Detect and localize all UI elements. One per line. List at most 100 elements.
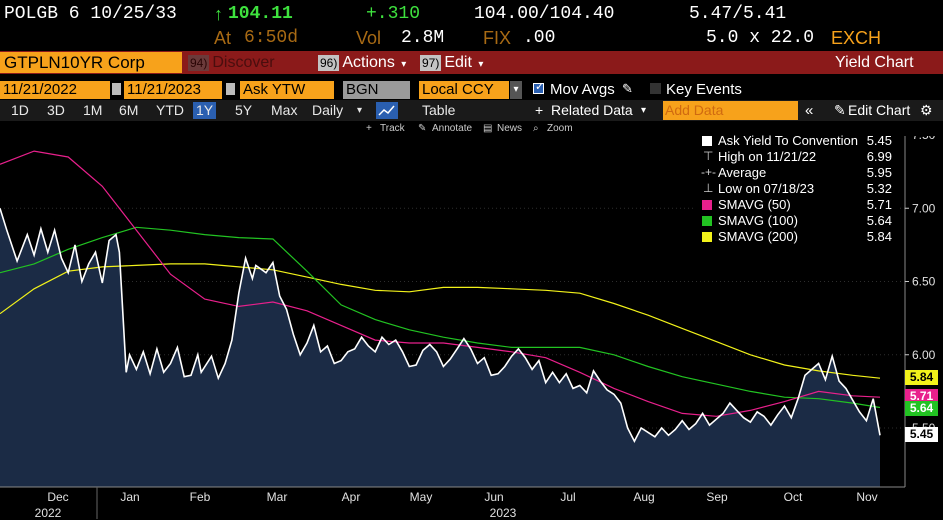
- x-tick-label: Feb: [190, 490, 211, 504]
- table-button[interactable]: Table: [422, 102, 456, 118]
- pencil-icon[interactable]: ✎: [622, 81, 633, 96]
- legend-square-icon: [702, 216, 712, 226]
- legend-value: 5.84: [866, 229, 892, 244]
- legend-value: 5.64: [866, 213, 892, 228]
- range-ytd[interactable]: YTD: [156, 102, 184, 118]
- x-tick-label: Jun: [484, 490, 503, 504]
- quote-time: 6:50d: [244, 28, 299, 48]
- series-line-smavg-100-: [0, 226, 881, 409]
- bid-ask-yield: 5.47/5.41: [689, 4, 787, 24]
- edit-menu-number: 97): [420, 55, 442, 71]
- actions-caret-icon: ▾: [401, 59, 407, 70]
- start-calendar-icon[interactable]: [112, 83, 121, 95]
- discover-menu-label: Discover: [212, 54, 275, 71]
- annotate-pencil-icon: ✎: [418, 123, 427, 134]
- related-caret-icon: ▾: [641, 105, 647, 116]
- legend-value: 5.95: [866, 165, 892, 180]
- volume-value: 2.8M: [401, 28, 445, 48]
- x-tick-label: Apr: [342, 490, 361, 504]
- track-tool[interactable]: Track: [380, 123, 405, 134]
- key-events-checkbox[interactable]: [650, 83, 661, 94]
- legend-name: Average: [718, 165, 767, 180]
- y-tick-label: 6.00: [912, 348, 936, 362]
- add-data-input[interactable]: Add Data: [663, 101, 798, 120]
- actions-menu[interactable]: 96) Actions ▾: [318, 52, 406, 73]
- related-data-button[interactable]: Related Data: [551, 102, 633, 118]
- ticker-label: POLGB 6 10/25/33: [4, 4, 177, 24]
- at-label: At: [214, 28, 232, 48]
- price-up-arrow-icon: ↑: [214, 4, 223, 24]
- quote-bar: POLGB 6 10/25/33 ↑ 104.11 +.310 104.00/1…: [0, 0, 943, 28]
- collapse-icon[interactable]: «: [805, 102, 814, 119]
- news-icon: ▤: [483, 123, 493, 134]
- y-tick-label: 6.50: [912, 275, 936, 289]
- zoom-magnifier-icon: ⌕: [533, 123, 539, 134]
- field-select[interactable]: Ask YTW: [240, 81, 334, 99]
- mov-avgs-checkbox[interactable]: [533, 83, 544, 94]
- bid-ask-price: 104.00/104.40: [474, 4, 615, 24]
- y-tick-label: 7.00: [912, 201, 936, 215]
- end-date-input[interactable]: 11/21/2023: [124, 81, 222, 99]
- settings-gear-icon[interactable]: ⚙: [920, 102, 933, 118]
- last-price: 104.11: [228, 4, 293, 24]
- toolbar: 1D 3D 1M 6M YTD 1Y 5Y Max Daily ▾ Table …: [0, 100, 943, 121]
- line-chart-icon[interactable]: [376, 102, 398, 119]
- legend-item[interactable]: ⊤ High on 11/21/22 6.99: [696, 149, 900, 165]
- low-marker-icon: ⊥: [703, 181, 714, 195]
- period-select[interactable]: Daily: [312, 102, 344, 118]
- currency-dropdown-icon[interactable]: ▾: [510, 81, 522, 99]
- legend-item[interactable]: SMAVG (50) 5.71: [696, 197, 900, 213]
- x-tick-label: Dec: [47, 490, 68, 504]
- legend-square-icon: [702, 232, 712, 242]
- x-tick-label: Sep: [706, 490, 728, 504]
- legend-item[interactable]: SMAVG (100) 5.64: [696, 213, 900, 229]
- x-tick-label: May: [410, 490, 433, 504]
- range-6m[interactable]: 6M: [119, 102, 139, 118]
- news-tool[interactable]: News: [497, 123, 523, 134]
- high-marker-icon: ⊤: [703, 149, 714, 163]
- x-tick-label: Mar: [267, 490, 288, 504]
- legend-item[interactable]: SMAVG (200) 5.84: [696, 229, 900, 245]
- legend-value: 5.71: [866, 197, 892, 212]
- start-date-input[interactable]: 11/21/2022: [0, 81, 110, 99]
- actions-menu-number: 96): [318, 55, 340, 71]
- currency-select[interactable]: Local CCY: [419, 81, 509, 99]
- x-tick-label: Jan: [120, 490, 139, 504]
- source-select[interactable]: BGN: [343, 81, 410, 99]
- legend-value: 6.99: [866, 149, 892, 164]
- edit-chart-pencil-icon: ✎: [834, 102, 846, 118]
- last-value-tag-smavg200: 5.84: [905, 370, 938, 386]
- x-tick-label: Oct: [784, 490, 803, 504]
- zoom-tool[interactable]: Zoom: [547, 123, 573, 134]
- related-data-plus-icon: +: [535, 102, 544, 118]
- range-5y[interactable]: 5Y: [235, 102, 253, 118]
- size-value: 5.0 x 22.0: [706, 28, 815, 48]
- last-value-tag-smavg100: 5.64: [905, 401, 938, 417]
- series-line-smavg-200-: [0, 263, 881, 379]
- x-tick-label: Aug: [633, 490, 654, 504]
- range-1m[interactable]: 1M: [83, 102, 103, 118]
- end-calendar-icon[interactable]: [226, 83, 235, 95]
- legend-name: SMAVG (200): [718, 229, 798, 244]
- legend-name: SMAVG (100): [718, 213, 798, 228]
- discover-menu[interactable]: 94) Discover: [188, 52, 275, 73]
- yield-area: [0, 208, 880, 488]
- discover-menu-number: 94): [188, 55, 210, 71]
- edit-menu[interactable]: 97) Edit ▾: [420, 52, 483, 73]
- legend-item[interactable]: ⊥ Low on 07/18/23 5.32: [696, 181, 900, 197]
- legend-item[interactable]: -+- Average 5.95: [696, 165, 900, 181]
- chart-legend: Ask Yield To Convention 5.45 ⊤ High on 1…: [696, 131, 900, 246]
- edit-menu-label: Edit: [444, 54, 472, 71]
- legend-item[interactable]: Ask Yield To Convention 5.45: [696, 133, 900, 149]
- range-max[interactable]: Max: [271, 102, 298, 118]
- x-year-label: 2022: [35, 506, 62, 520]
- page-title: Yield Chart: [835, 54, 914, 71]
- actions-menu-label: Actions: [342, 54, 395, 71]
- range-3d[interactable]: 3D: [47, 102, 65, 118]
- price-change: +.310: [366, 4, 421, 24]
- range-1y[interactable]: 1Y: [193, 102, 217, 119]
- annotate-tool[interactable]: Annotate: [432, 123, 473, 134]
- security-field[interactable]: GTPLN10YR Corp: [0, 52, 182, 73]
- range-1d[interactable]: 1D: [11, 102, 29, 118]
- edit-chart-button[interactable]: Edit Chart: [848, 102, 911, 118]
